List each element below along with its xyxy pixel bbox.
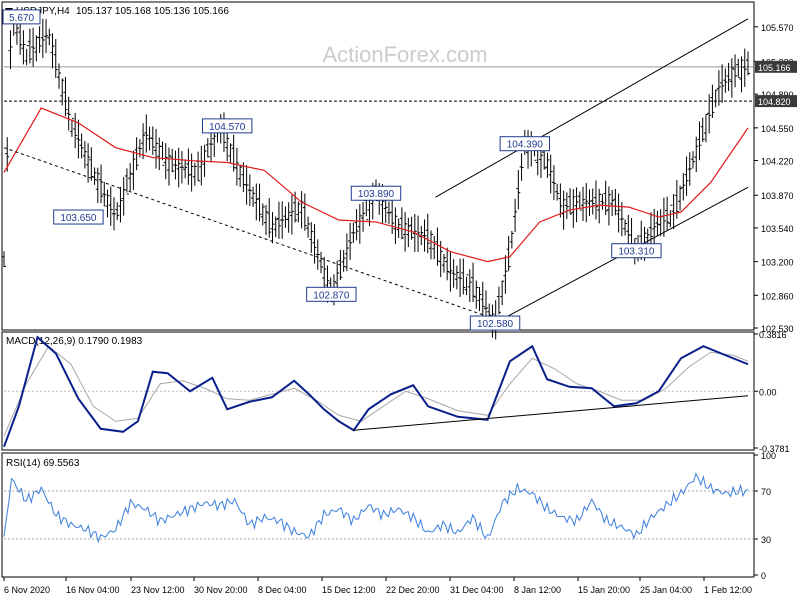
- rsi-title: RSI(14) 69.5563: [6, 458, 80, 469]
- price-y-tick-label: 104.550: [761, 124, 794, 134]
- annotation-box: [611, 243, 662, 259]
- annotation-box: [469, 315, 521, 331]
- x-tick-label: 8 Jan 12:00: [514, 585, 561, 595]
- macd-y-tick-label: 0.00: [759, 387, 777, 397]
- annotation-box: [2, 9, 41, 25]
- annotation-text: 102.870: [313, 290, 350, 301]
- annotation-box: [306, 286, 357, 302]
- macd-trendline: [353, 395, 749, 431]
- annotation-box: [202, 118, 253, 134]
- rsi-y-tick-label: 0: [761, 571, 766, 581]
- annotation-text: 104.570: [209, 122, 246, 133]
- symbol-label: USDJPY,H4: [16, 6, 70, 17]
- x-tick-label: 15 Jan 20:00: [578, 585, 630, 595]
- x-tick-label: 31 Dec 04:00: [450, 585, 504, 595]
- x-tick-label: 16 Nov 04:00: [66, 585, 120, 595]
- macd-signal-line: [3, 345, 749, 437]
- annotation-box: [350, 185, 402, 201]
- price-tag: 105.166: [755, 60, 797, 73]
- macd-y-tick-label: 0.3816: [759, 330, 787, 340]
- watermark: ActionForex.com: [322, 42, 487, 67]
- price-y-tick-label: 105.570: [761, 23, 794, 33]
- annotation-label: 103.890: [350, 185, 402, 201]
- price-panel-frame: [1, 1, 755, 331]
- rsi-y-tick-label: 70: [761, 487, 771, 497]
- x-tick-label: 6 Nov 2020: [4, 585, 50, 595]
- x-tick-label: 8 Dec 04:00: [258, 585, 307, 595]
- x-tick-label: 1 Feb 12:00: [704, 585, 752, 595]
- price-y-tick-label: 102.860: [761, 291, 794, 301]
- ohlc-readout: 105.137 105.168 105.136 105.166: [76, 6, 229, 17]
- price-y-tick-label: 103.200: [761, 258, 794, 268]
- x-tick-label: 15 Dec 12:00: [322, 585, 376, 595]
- price-layer: 5.670 103.650 104.570 102.870 103.890 102.580…: [2, 9, 754, 340]
- annotation-text: 103.310: [618, 247, 655, 258]
- price-tag-bg: [755, 95, 797, 108]
- annotation-label: 5.670: [2, 9, 41, 25]
- annotation-text: 104.390: [507, 140, 544, 151]
- axis-layer: 105.570105.220104.890104.550104.220103.8…: [3, 23, 797, 595]
- x-tick-label: 22 Dec 20:00: [386, 585, 440, 595]
- price-y-tick-label: 102.530: [761, 324, 794, 334]
- moving-average-line: [3, 107, 749, 263]
- price-trendline: [435, 18, 749, 198]
- x-tick-label: 23 Nov 12:00: [131, 585, 185, 595]
- rsi-y-tick-label: 30: [761, 535, 771, 545]
- price-y-tick-label: 103.870: [761, 191, 794, 201]
- annotation-label: 104.390: [499, 136, 551, 152]
- price-tag-text: 105.166: [758, 63, 791, 73]
- macd-line: [3, 335, 749, 448]
- annotation-text: 102.580: [477, 319, 514, 330]
- macd-layer: [3, 335, 754, 448]
- annotation-label: 102.580: [469, 315, 521, 331]
- price-tag: 104.820: [755, 95, 797, 108]
- price-tag-text: 104.820: [758, 97, 791, 107]
- price-tag-bg: [755, 60, 797, 73]
- annotation-text: 103.890: [358, 189, 395, 200]
- price-y-tick-label: 103.540: [761, 224, 794, 234]
- x-tick-label: 30 Nov 20:00: [194, 585, 248, 595]
- annotation-label: 103.650: [53, 209, 104, 225]
- annotation-label: 104.570: [202, 118, 253, 134]
- rsi-line: [3, 472, 749, 544]
- annotation-box: [499, 136, 551, 152]
- annotation-box: [53, 209, 104, 225]
- rsi-layer: [3, 472, 754, 544]
- price-trendline: [3, 147, 496, 320]
- annotation-text: 5.670: [9, 13, 34, 24]
- macd-y-tick-label: -0.3781: [759, 444, 790, 454]
- annotation-label: 102.870: [306, 286, 357, 302]
- price-y-tick-label: 104.220: [761, 157, 794, 167]
- rsi-y-tick-label: 100: [761, 451, 776, 461]
- rsi-panel-frame: [1, 452, 755, 578]
- x-tick-label: 25 Jan 04:00: [640, 585, 692, 595]
- macd-title: MACD(12,26,9) 0.1790 0.1983: [6, 336, 143, 347]
- annotation-label: 103.310: [611, 243, 662, 259]
- annotation-text: 103.650: [60, 213, 97, 224]
